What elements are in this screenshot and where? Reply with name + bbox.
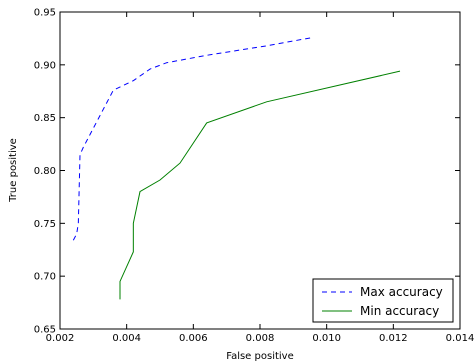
x-tick-label: 0.012 [379,333,408,344]
y-axis-title: True positive [8,138,19,203]
y-tick-label: 0.85 [34,113,56,124]
x-tick-label: 0.004 [112,333,141,344]
x-tick-label: 0.014 [446,333,474,344]
legend-box [312,278,454,323]
x-tick-label: 0.002 [46,333,75,344]
series-group [72,36,401,300]
y-tick-label: 0.95 [34,8,56,19]
x-tick-label: 0.008 [246,333,275,344]
y-tick-label: 0.65 [34,325,56,336]
y-tick-label: 0.80 [34,166,56,177]
series-line-min-accuracy [119,70,401,300]
plot-area [59,11,461,330]
y-tick-label: 0.90 [34,60,56,71]
y-tick-label: 0.75 [34,219,56,230]
legend-label-min-accuracy: Min accuracy [360,304,439,318]
axis-ticks: 0.002 0.004 0.006 0.008 0.010 0.012 0.014 0.65 0… [34,8,474,345]
series-line-max-accuracy [72,36,314,241]
y-tick-label: 0.70 [34,272,56,283]
x-tick-label: 0.010 [312,333,341,344]
x-axis-title: False positive [226,351,294,362]
legend-label-max-accuracy: Max accuracy [360,285,443,299]
legend: Max accuracy Min accuracy [312,278,454,323]
x-tick-label: 0.006 [179,333,208,344]
